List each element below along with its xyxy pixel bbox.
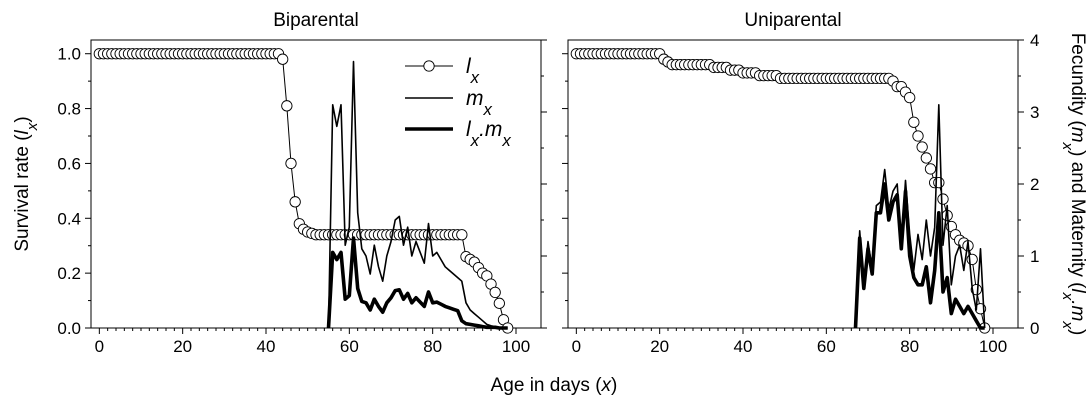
y2-tick-label: 1 [1030,247,1039,266]
series-mx-line [327,60,508,329]
x-tick-label: 60 [340,337,359,356]
lx-point [456,229,468,241]
y-axis-title: Survival rate (lx) [12,116,41,251]
lx-point [908,116,920,128]
lx-point [281,100,293,112]
panel-uniparental: Uniparental 0 20 40 60 80 100 0 1 2 3 4 [562,10,1039,356]
y-tick-label: 0.6 [57,154,81,173]
x-tick-label: 20 [650,337,669,356]
panel-title: Uniparental [744,10,841,31]
x-tick-label: 0 [572,337,581,356]
x-tick-label: 100 [502,337,530,356]
lx-point [493,297,505,309]
lx-point [937,193,949,205]
lx-point [904,91,916,104]
series-lx-line [99,53,509,329]
y2-tick-label: 4 [1030,31,1039,50]
x-tick-label: 60 [817,337,836,356]
lx-point [924,163,937,175]
series-lxmx-line [853,182,985,330]
lx-point [277,53,289,65]
y-tick-label: 0.8 [57,100,81,119]
lx-point [289,196,301,208]
y-tick-label: 0.2 [57,264,81,283]
x-tick-label: 80 [423,337,442,356]
lx-point [912,130,924,142]
legend-label: mx [466,87,493,119]
legend-label: lx [466,55,480,87]
x-tick-label: 40 [734,337,753,356]
x-axis-title: Age in days (x) [491,375,618,396]
lx-point [920,152,932,164]
legend-marker-lx [423,60,435,72]
x-tick-label: 100 [979,337,1007,356]
y2-axis-title: Fecundity (mx) and Maternity (lx.mx) [1060,33,1087,336]
x-tick-label: 0 [95,337,104,356]
x-tick-label: 20 [173,337,192,356]
y-tick-label: 0.0 [57,319,81,338]
series-mx-line [854,104,986,329]
x-tick-label: 80 [900,337,919,356]
axis-titles: Age in days (x) Survival rate (lx) Fecundi… [12,33,1087,396]
series-lxmx-line [326,236,508,330]
y2-tick-label: 0 [1030,319,1039,338]
lx-point [933,176,945,189]
y2-tick-label: 3 [1030,103,1039,122]
series-lx-line [576,53,986,329]
legend-label: lx.mx [466,118,511,150]
x-tick-label: 40 [257,337,276,356]
y-tick-label: 0.4 [57,209,81,228]
y-tick-label: 1.0 [57,45,81,64]
panel-biparental: Biparental 0 20 40 60 80 100 0.0 0.2 0.4 0.6 0.8 1.0 [57,10,547,356]
y2-tick-label: 2 [1030,175,1039,194]
panel-title: Biparental [273,10,359,31]
lx-point [489,286,501,298]
lx-point [916,141,928,153]
lx-point [285,157,297,170]
